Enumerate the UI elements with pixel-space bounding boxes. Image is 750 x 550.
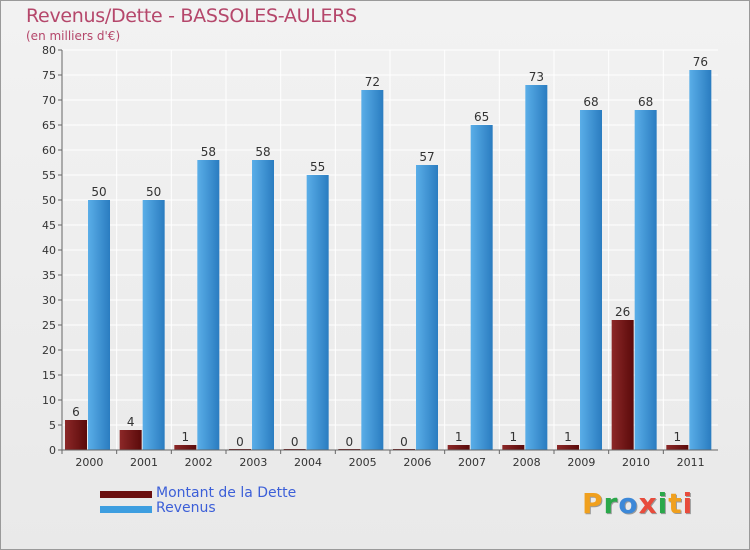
logo-letter: x [638, 487, 658, 520]
x-tick-label: 2000 [75, 456, 103, 469]
revenus-value-label: 58 [255, 145, 270, 159]
revenus-value-label: 50 [146, 185, 161, 199]
x-tick-label: 2007 [458, 456, 486, 469]
y-tick-label: 60 [42, 144, 56, 157]
y-tick-label: 15 [42, 369, 56, 382]
debt-bar [502, 445, 525, 450]
labels: 0510152025303540455055606570758065020004… [42, 44, 708, 469]
revenus-bar [689, 70, 712, 450]
debt-value-label: 26 [615, 305, 630, 319]
revenus-value-label: 58 [201, 145, 216, 159]
debt-bar [611, 320, 634, 450]
debt-value-label: 0 [236, 435, 244, 449]
x-tick-label: 2011 [677, 456, 705, 469]
logo-letter: r [603, 487, 619, 520]
y-tick-label: 75 [42, 69, 56, 82]
logo-letter: P [582, 487, 604, 520]
revenus-value-label: 57 [419, 150, 434, 164]
y-tick-label: 30 [42, 294, 56, 307]
logo-letter: o [618, 487, 639, 520]
debt-value-label: 1 [182, 430, 190, 444]
x-tick-label: 2001 [130, 456, 158, 469]
grid-lines [62, 49, 718, 450]
y-tick-label: 80 [42, 44, 56, 57]
revenus-value-label: 68 [583, 95, 598, 109]
y-tick-label: 40 [42, 244, 56, 257]
debt-bar [666, 445, 689, 450]
debt-value-label: 1 [510, 430, 518, 444]
x-tick-label: 2005 [349, 456, 377, 469]
revenus-value-label: 50 [91, 185, 106, 199]
revenus-value-label: 68 [638, 95, 653, 109]
y-tick-label: 35 [42, 269, 56, 282]
y-tick-label: 25 [42, 319, 56, 332]
x-tick-label: 2002 [185, 456, 213, 469]
logo-letter: i [657, 487, 669, 520]
x-tick-label: 2009 [567, 456, 595, 469]
debt-value-label: 0 [400, 435, 408, 449]
debt-value-label: 1 [455, 430, 463, 444]
y-tick-label: 70 [42, 94, 56, 107]
debt-bar [174, 445, 197, 450]
debt-value-label: 0 [346, 435, 354, 449]
revenus-bar [525, 85, 548, 450]
x-tick-label: 2006 [403, 456, 431, 469]
debt-value-label: 1 [564, 430, 572, 444]
revenus-value-label: 72 [365, 75, 380, 89]
revenus-value-label: 55 [310, 160, 325, 174]
y-tick-label: 65 [42, 119, 56, 132]
legend-label-debt: Montant de la Dette [156, 485, 297, 501]
y-tick-label: 20 [42, 344, 56, 357]
legend-label-revenus: Revenus [156, 500, 216, 516]
revenus-value-label: 73 [529, 70, 544, 84]
y-tick-label: 55 [42, 169, 56, 182]
debt-value-label: 6 [72, 405, 80, 419]
revenus-bar [306, 175, 329, 450]
y-tick-label: 0 [49, 444, 56, 457]
bars [65, 70, 712, 450]
proxiti-logo: Proxiti [582, 487, 693, 520]
revenus-bar [361, 90, 384, 450]
debt-bar [65, 420, 87, 450]
x-tick-label: 2003 [239, 456, 267, 469]
axes [58, 49, 718, 454]
x-tick-label: 2008 [513, 456, 541, 469]
x-tick-label: 2004 [294, 456, 322, 469]
revenus-value-label: 76 [693, 55, 708, 69]
logo-letter: i [682, 487, 694, 520]
y-tick-label: 50 [42, 194, 56, 207]
revenus-bar [634, 110, 657, 450]
debt-bar [447, 445, 470, 450]
revenus-value-label: 65 [474, 110, 489, 124]
revenus-bar [470, 125, 493, 450]
legend-swatch-debt [100, 491, 152, 498]
chart-title: Revenus/Dette - BASSOLES-AULERS [26, 5, 357, 27]
debt-bar [557, 445, 579, 450]
debt-value-label: 1 [674, 430, 682, 444]
debt-value-label: 0 [291, 435, 299, 449]
revenus-bar [252, 160, 274, 450]
chart-subtitle: (en milliers d'€) [26, 29, 121, 43]
y-tick-label: 45 [42, 219, 56, 232]
y-tick-label: 5 [49, 419, 56, 432]
logo-letter: t [668, 487, 683, 520]
revenus-bar [416, 165, 438, 450]
x-tick-label: 2010 [622, 456, 650, 469]
revenus-bar [197, 160, 220, 450]
debt-value-label: 4 [127, 415, 135, 429]
revenus-bar [142, 200, 165, 450]
legend-swatch-revenus [100, 506, 152, 513]
y-tick-label: 10 [42, 394, 56, 407]
revenus-bar [88, 200, 110, 450]
debt-bar [119, 430, 142, 450]
revenus-bar [580, 110, 602, 450]
